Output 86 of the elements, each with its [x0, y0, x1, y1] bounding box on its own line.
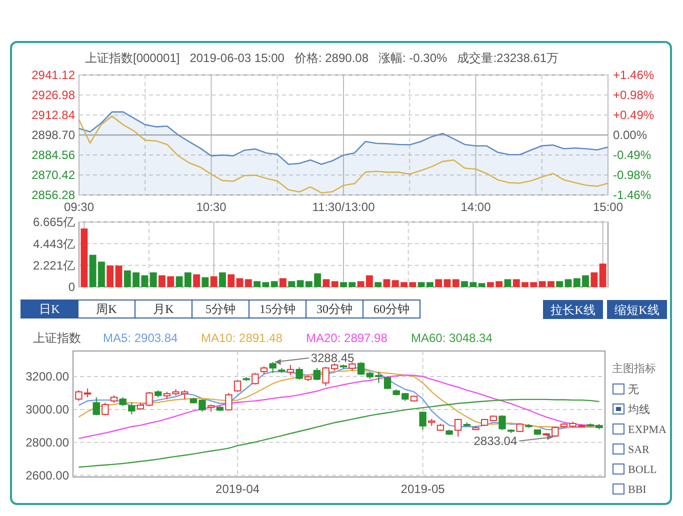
bar [366, 275, 373, 287]
tab-button: 60分钟 [362, 300, 420, 318]
y-tick-label: 2898.70 [32, 128, 76, 142]
bar [80, 228, 88, 287]
x-tick-label: 10:30 [196, 200, 227, 214]
tab-button: 周K [78, 300, 136, 318]
bar [270, 281, 278, 287]
text: 均线 [627, 403, 650, 416]
y-tick-label: 2926.98 [32, 88, 76, 102]
bar [244, 279, 252, 287]
bar [106, 266, 114, 287]
bar [478, 283, 486, 287]
y-tick-label: 4.443亿 [32, 236, 75, 251]
text: 无 [628, 384, 639, 396]
y-tick-label: 2884.56 [32, 148, 76, 162]
bar [193, 274, 200, 287]
chart-title: 上证指数[000001] 2019-06-03 15:00 价格: 2890.08 涨幅: -0.30% 成交量:23238.61万 [85, 51, 559, 65]
tab-button: 日K [20, 300, 78, 318]
bar [176, 276, 183, 287]
y-tick-label: 6.665亿 [32, 215, 75, 230]
zoom-button: 缩短K线 [607, 300, 667, 319]
y-tick-label: 3000.00 [26, 402, 70, 417]
text: MA60: 3048.34 [411, 331, 493, 345]
bar [280, 278, 286, 287]
bar [504, 279, 512, 287]
bar [564, 279, 572, 287]
y2-tick-label: +0.98% [613, 88, 654, 102]
x-tick-label: 15:00 [592, 200, 624, 214]
y-tick-label: 2.221亿 [32, 258, 75, 273]
tab-button: 5分钟 [192, 300, 250, 318]
tab-button: 30分钟 [306, 300, 364, 318]
bar [236, 278, 244, 287]
y-tick-label: 2600.00 [26, 468, 70, 483]
bar [184, 272, 192, 287]
y2-tick-label: -1.46% [613, 188, 652, 202]
bar [210, 276, 218, 287]
text: BBI [628, 484, 647, 496]
legend-title: 上证指数 [33, 331, 81, 345]
y-tick-label: 2912.84 [32, 108, 76, 122]
tab-button: 15分钟 [248, 300, 306, 318]
bar [452, 279, 460, 287]
bar [115, 266, 122, 287]
x-tick-label: 11:30/13:00 [312, 200, 376, 214]
text: BOLL [628, 464, 657, 476]
text: 主图指标 [612, 362, 656, 375]
y-tick-label: 3200.00 [26, 370, 70, 384]
bar [228, 274, 235, 287]
text: EXPMA [628, 424, 667, 436]
y2-tick-label: +1.46% [613, 68, 654, 82]
y2-tick-label: -0.49% [613, 148, 652, 162]
x-tick-label: 2019-05 [400, 482, 446, 496]
y2-tick-label: 0.00% [613, 128, 648, 142]
text: MA5: 2903.84 [103, 331, 178, 345]
bar [219, 272, 226, 287]
bar [357, 281, 364, 287]
annotation: 2833.04 [474, 434, 518, 448]
bar [590, 272, 598, 287]
bar [444, 279, 451, 287]
line-series [78, 398, 600, 468]
x-tick-label: 09:30 [64, 200, 94, 214]
bar [296, 280, 304, 287]
zoom-button: 拉长K线 [543, 300, 603, 319]
y-tick-label: 2856.28 [32, 188, 76, 202]
x-tick-label: 2019-04 [216, 482, 260, 496]
text: MA20: 2897.98 [306, 331, 388, 345]
text: SAR [628, 444, 650, 456]
bar [150, 272, 157, 287]
y-tick-label: 2941.12 [32, 68, 76, 82]
x-tick-label: 14:00 [460, 200, 492, 214]
bar [435, 279, 442, 287]
y-tick-label: 2870.42 [32, 168, 76, 182]
annotation: 3288.45 [310, 351, 355, 366]
y2-tick-label: +0.49% [613, 108, 654, 122]
bar [556, 281, 564, 287]
text: MA10: 2891.48 [201, 331, 283, 345]
tab-button: 月K [134, 300, 192, 318]
y2-tick-label: -0.98% [613, 168, 652, 182]
y-tick-label: 2800.00 [26, 436, 70, 450]
bar [374, 282, 382, 287]
bar [202, 277, 209, 287]
bar [331, 281, 338, 287]
bar [288, 281, 296, 287]
bar [599, 264, 606, 287]
y-tick-label: 0 [68, 280, 76, 294]
bar [322, 279, 330, 287]
bar [383, 279, 390, 287]
